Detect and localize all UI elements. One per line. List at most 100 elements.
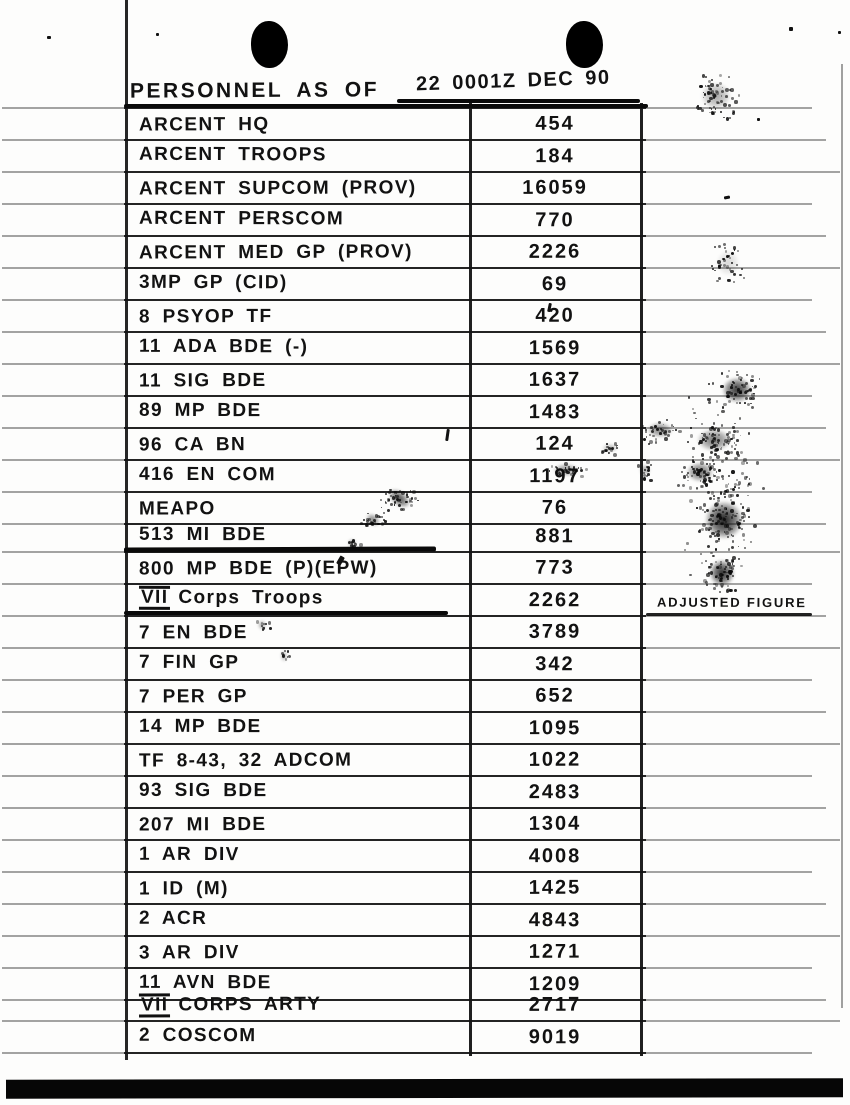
ink-speck (751, 393, 755, 398)
ink-speck (739, 502, 742, 505)
ink-speck (731, 97, 734, 100)
unit-name-text: 3MP GP (CID) (138, 271, 288, 294)
ink-speck (709, 535, 713, 539)
ink-speck (712, 520, 714, 522)
ink-speck (269, 627, 272, 631)
personnel-count: 770 (535, 209, 575, 232)
ink-speck (725, 117, 730, 122)
ink-speck (720, 90, 725, 94)
ink-speck (710, 523, 714, 527)
ink-speck (554, 471, 558, 474)
ink-speck (642, 438, 646, 441)
ink-speck (571, 472, 575, 475)
unit-name-text: 96 CA BN (138, 434, 247, 456)
ink-speck (701, 528, 704, 531)
ink-speck (702, 436, 704, 439)
ink-speck (732, 272, 737, 277)
ink-speck (711, 434, 715, 438)
ink-speck (744, 390, 748, 394)
ink-speck (716, 400, 719, 403)
ink-speck (399, 507, 403, 511)
ink-speck (717, 260, 721, 265)
ink-speck (712, 422, 715, 425)
ink-speck (720, 384, 724, 389)
ink-speck (697, 108, 699, 111)
ink-speck (262, 628, 265, 632)
ink-speck (701, 109, 705, 112)
ink-speck (371, 522, 374, 526)
ink-speck (716, 441, 719, 444)
ink-speck (657, 420, 661, 425)
ink-speck (723, 492, 726, 496)
ink-speck (736, 520, 740, 524)
ink-speck (705, 573, 710, 578)
unit-name-text: 14 MP BDE (138, 715, 262, 738)
ink-speck (731, 540, 735, 543)
ink-speck (690, 427, 692, 429)
ink-speck (720, 491, 722, 493)
ink-speck (730, 385, 733, 389)
ink-speck (380, 522, 385, 526)
unit-label: 1 AR DIV (127, 844, 470, 871)
roman-numeral-prefix: VII (138, 585, 171, 610)
ink-speck (400, 501, 402, 504)
ink-speck (720, 560, 722, 563)
ink-speck (733, 430, 736, 433)
personnel-count: 4843 (528, 909, 582, 932)
ink-speck (713, 452, 717, 456)
ink-speck (644, 469, 647, 472)
unit-label: 7 FIN GP (127, 652, 470, 679)
ink-speck (726, 571, 728, 573)
table-right-border (640, 103, 643, 1056)
ink-speck (708, 480, 713, 484)
ink-speck (563, 469, 567, 473)
ink-speck (728, 116, 732, 120)
ink-speck (662, 432, 665, 435)
ink-speck (384, 501, 387, 503)
ink-speck (606, 445, 610, 449)
ink-speck (645, 429, 647, 432)
ink-speck (394, 494, 399, 499)
rule-line-dark (124, 139, 646, 141)
ink-speck (727, 254, 730, 257)
ink-speck (727, 548, 731, 551)
ink-speck (751, 385, 754, 388)
ink-speck (713, 495, 715, 497)
unit-name-text: ARCENT MED GP (PROV) (138, 241, 413, 264)
ink-speck (655, 428, 659, 432)
ink-speck (606, 443, 608, 445)
ink-speck (737, 483, 740, 487)
personnel-count: 1022 (528, 748, 582, 771)
ink-speck (698, 106, 702, 111)
ink-speck (747, 494, 749, 497)
rule-line-dark (124, 459, 646, 461)
table-row: 207 MI BDE 1304 (127, 805, 850, 840)
ink-speck (747, 516, 750, 518)
ink-speck (381, 515, 384, 518)
ink-speck (709, 571, 714, 575)
ink-speck (750, 541, 752, 543)
ink-speck (715, 509, 718, 512)
ink-speck (732, 560, 734, 562)
ink-speck (412, 490, 416, 494)
table-row: 96 CA BN 124 (127, 425, 850, 460)
ink-speck (719, 578, 723, 582)
unit-name-text: 11 SIG BDE (138, 369, 267, 392)
ink-speck (383, 519, 385, 521)
ink-speck (727, 569, 732, 574)
ink-speck (745, 476, 748, 479)
ink-speck (281, 654, 284, 657)
ink-speck (395, 497, 400, 501)
ink-speck (725, 588, 730, 593)
table-row: VII Corps Troops 2262 ADJUSTED FIGURE (127, 582, 850, 617)
ink-speck (719, 99, 724, 104)
personnel-count: 2717 (528, 993, 582, 1016)
rule-line-dark (124, 615, 646, 617)
table-row: 93 SIG BDE 2483 (127, 774, 850, 809)
ink-speck (613, 453, 618, 458)
ink-speck (572, 471, 575, 474)
unit-label: 207 MI BDE (127, 813, 470, 840)
ink-speck (715, 471, 718, 474)
ink-speck (708, 91, 712, 95)
ink-speck (730, 392, 733, 395)
